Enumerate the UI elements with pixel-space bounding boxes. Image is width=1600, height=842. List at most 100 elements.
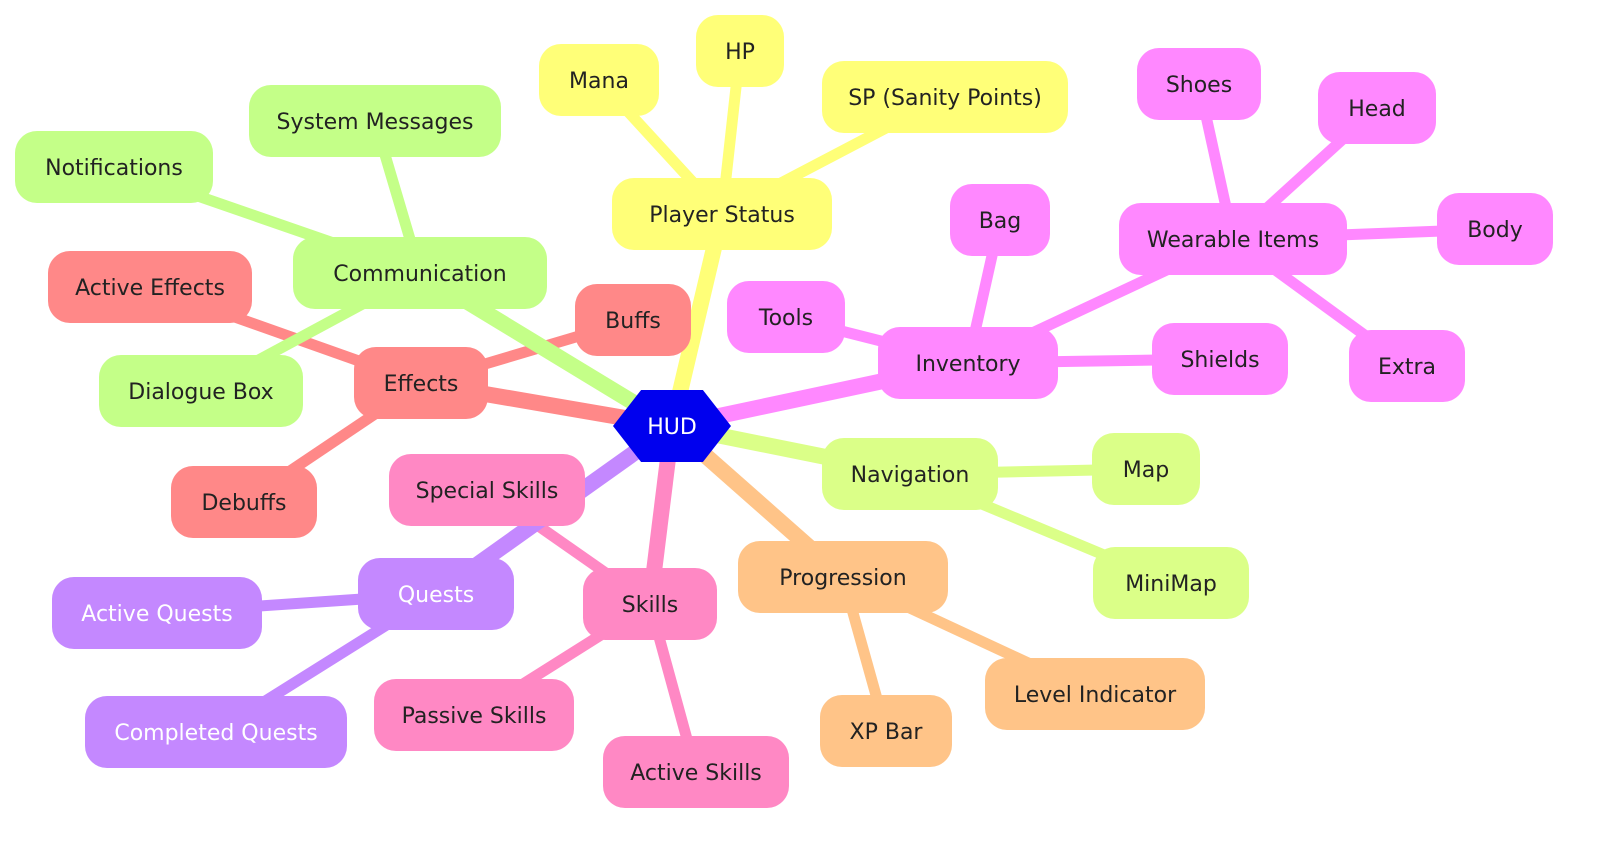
node-hp[interactable]: HP bbox=[696, 15, 784, 87]
node-player-status[interactable]: Player Status bbox=[612, 178, 832, 250]
node-player-status-box bbox=[612, 178, 832, 250]
node-bag[interactable]: Bag bbox=[950, 184, 1050, 256]
node-communication-label: Communication bbox=[333, 262, 506, 287]
node-debuffs[interactable]: Debuffs bbox=[171, 466, 317, 538]
node-tools-label: Tools bbox=[758, 306, 813, 331]
node-xp-bar-box bbox=[820, 695, 952, 767]
node-level-indicator[interactable]: Level Indicator bbox=[985, 658, 1205, 730]
node-hud-label: HUD bbox=[647, 415, 697, 440]
node-quests-label: Quests bbox=[398, 583, 474, 608]
node-shoes[interactable]: Shoes bbox=[1137, 48, 1261, 120]
node-special-skills-box bbox=[389, 454, 585, 526]
node-layer: Player Status HP Mana SP (Sanity Points) Inv… bbox=[15, 15, 1553, 808]
node-progression[interactable]: Progression bbox=[738, 541, 948, 613]
node-mana-label: Mana bbox=[569, 69, 629, 94]
node-active-skills[interactable]: Active Skills bbox=[603, 736, 789, 808]
node-wearable-items[interactable]: Wearable Items bbox=[1119, 203, 1347, 275]
node-extra[interactable]: Extra bbox=[1349, 330, 1465, 402]
node-completed-quests-label: Completed Quests bbox=[114, 721, 317, 746]
node-system-messages[interactable]: System Messages bbox=[249, 85, 501, 157]
node-player-status-label: Player Status bbox=[649, 203, 795, 228]
node-effects-label: Effects bbox=[384, 372, 459, 397]
node-notifications-label: Notifications bbox=[45, 156, 183, 181]
node-active-effects-label: Active Effects bbox=[75, 276, 225, 301]
node-navigation[interactable]: Navigation bbox=[822, 438, 998, 510]
node-dialogue-box-box bbox=[99, 355, 303, 427]
node-buffs-label: Buffs bbox=[605, 309, 661, 334]
node-mana-box bbox=[539, 44, 659, 116]
node-communication-box bbox=[293, 237, 547, 309]
node-progression-box bbox=[738, 541, 948, 613]
node-notifications[interactable]: Notifications bbox=[15, 131, 213, 203]
node-extra-label: Extra bbox=[1378, 355, 1436, 380]
node-wearable-items-label: Wearable Items bbox=[1147, 228, 1319, 253]
node-minimap-box bbox=[1093, 547, 1249, 619]
node-tools[interactable]: Tools bbox=[727, 281, 845, 353]
node-shields[interactable]: Shields bbox=[1152, 323, 1288, 395]
node-xp-bar[interactable]: XP Bar bbox=[820, 695, 952, 767]
node-tools-box bbox=[727, 281, 845, 353]
node-head-label: Head bbox=[1348, 97, 1406, 122]
node-active-skills-label: Active Skills bbox=[630, 761, 762, 786]
node-special-skills[interactable]: Special Skills bbox=[389, 454, 585, 526]
node-hud-hexagon bbox=[613, 390, 731, 462]
node-xp-bar-label: XP Bar bbox=[850, 720, 924, 745]
node-navigation-box bbox=[822, 438, 998, 510]
node-bag-label: Bag bbox=[979, 209, 1022, 234]
node-shields-box bbox=[1152, 323, 1288, 395]
node-skills-label: Skills bbox=[622, 593, 679, 618]
node-active-quests[interactable]: Active Quests bbox=[52, 577, 262, 649]
node-active-quests-box bbox=[52, 577, 262, 649]
node-minimap[interactable]: MiniMap bbox=[1093, 547, 1249, 619]
node-quests[interactable]: Quests bbox=[358, 558, 514, 630]
node-effects-box bbox=[354, 347, 488, 419]
node-hp-box bbox=[696, 15, 784, 87]
node-sp-box bbox=[822, 61, 1068, 133]
node-head[interactable]: Head bbox=[1318, 72, 1436, 144]
node-navigation-label: Navigation bbox=[851, 463, 970, 488]
node-minimap-label: MiniMap bbox=[1125, 572, 1217, 597]
node-communication[interactable]: Communication bbox=[293, 237, 547, 309]
node-dialogue-box[interactable]: Dialogue Box bbox=[99, 355, 303, 427]
node-body[interactable]: Body bbox=[1437, 193, 1553, 265]
node-shields-label: Shields bbox=[1180, 348, 1259, 373]
node-special-skills-label: Special Skills bbox=[416, 479, 559, 504]
node-active-quests-label: Active Quests bbox=[81, 602, 232, 627]
node-map-box bbox=[1092, 433, 1200, 505]
connector-layer bbox=[112, 50, 1496, 774]
node-passive-skills-label: Passive Skills bbox=[402, 704, 547, 729]
node-dialogue-box-label: Dialogue Box bbox=[128, 380, 273, 405]
node-body-box bbox=[1437, 193, 1553, 265]
node-active-effects-box bbox=[48, 251, 252, 323]
node-progression-label: Progression bbox=[779, 566, 906, 591]
node-level-indicator-box bbox=[985, 658, 1205, 730]
node-map-label: Map bbox=[1123, 458, 1169, 483]
node-quests-box bbox=[358, 558, 514, 630]
node-skills[interactable]: Skills bbox=[583, 568, 717, 640]
node-effects[interactable]: Effects bbox=[354, 347, 488, 419]
node-inventory[interactable]: Inventory bbox=[878, 327, 1058, 399]
node-extra-box bbox=[1349, 330, 1465, 402]
node-wearable-items-box bbox=[1119, 203, 1347, 275]
node-buffs-box bbox=[575, 284, 691, 356]
node-sp[interactable]: SP (Sanity Points) bbox=[822, 61, 1068, 133]
node-shoes-label: Shoes bbox=[1166, 73, 1232, 98]
node-passive-skills-box bbox=[374, 679, 574, 751]
node-system-messages-label: System Messages bbox=[277, 110, 474, 135]
node-debuffs-label: Debuffs bbox=[201, 491, 286, 516]
node-map[interactable]: Map bbox=[1092, 433, 1200, 505]
node-shoes-box bbox=[1137, 48, 1261, 120]
node-active-effects[interactable]: Active Effects bbox=[48, 251, 252, 323]
node-system-messages-box bbox=[249, 85, 501, 157]
node-hud[interactable]: HUD bbox=[613, 390, 731, 462]
node-passive-skills[interactable]: Passive Skills bbox=[374, 679, 574, 751]
node-head-box bbox=[1318, 72, 1436, 144]
node-mana[interactable]: Mana bbox=[539, 44, 659, 116]
node-inventory-box bbox=[878, 327, 1058, 399]
node-completed-quests-box bbox=[85, 696, 347, 768]
node-active-skills-box bbox=[603, 736, 789, 808]
node-completed-quests[interactable]: Completed Quests bbox=[85, 696, 347, 768]
node-buffs[interactable]: Buffs bbox=[575, 284, 691, 356]
node-hp-label: HP bbox=[725, 40, 755, 65]
